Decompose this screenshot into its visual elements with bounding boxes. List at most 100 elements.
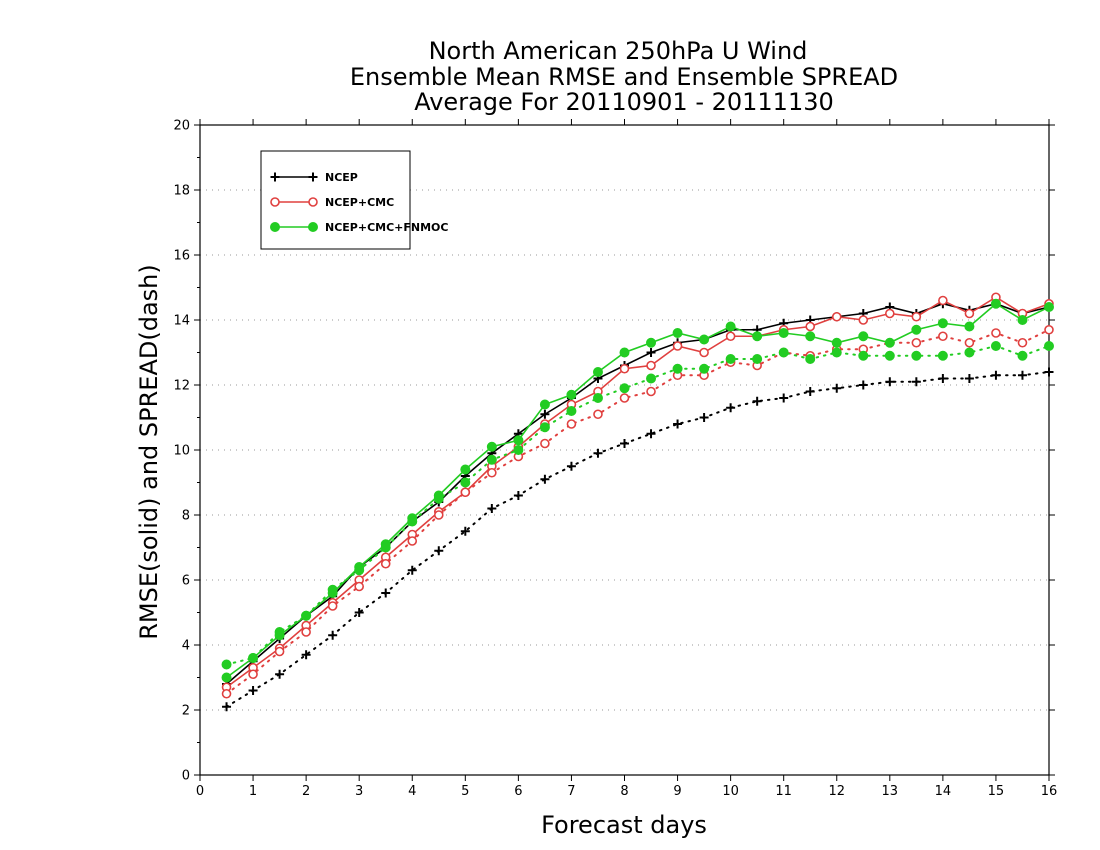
spread-point <box>248 669 258 680</box>
spread-point <box>911 337 922 348</box>
spread-point <box>646 373 657 384</box>
spread-point <box>539 422 550 433</box>
spread-point <box>858 350 869 361</box>
spread-point <box>726 403 736 413</box>
y-tick-label-16: 16 <box>173 249 190 264</box>
rmse-point <box>699 347 709 358</box>
rmse-point <box>990 298 1001 309</box>
spread-point <box>301 650 311 660</box>
spread-point <box>1044 341 1054 351</box>
spread-point <box>328 630 338 640</box>
spread-point <box>274 646 285 657</box>
x-axis-label: Forecast days <box>541 811 707 839</box>
rmse-point <box>646 337 657 348</box>
x-tick-label-0: 0 <box>196 784 204 799</box>
spread-point <box>593 409 603 420</box>
spread-point <box>513 445 524 455</box>
x-tick-label-8: 8 <box>620 784 628 799</box>
y-tick-label-0: 0 <box>182 769 190 784</box>
spread-point <box>937 350 948 361</box>
spread-point <box>407 516 418 527</box>
spread-point <box>752 354 763 364</box>
spread-point <box>354 581 364 592</box>
legend-item-ncep-cmc-fnmoc: NCEP+CMC+FNMOC <box>270 221 448 234</box>
spread-point <box>832 383 842 393</box>
y-tick-label-20: 20 <box>173 119 190 134</box>
spread-point <box>673 419 683 429</box>
y-tick-label-18: 18 <box>173 184 190 199</box>
spread-point <box>566 406 577 416</box>
legend-marker <box>308 172 318 182</box>
rmse-line-ncep <box>226 302 1050 685</box>
spread-point <box>964 347 975 358</box>
spread-point <box>407 565 417 575</box>
spread-point <box>487 504 497 513</box>
spread-point <box>672 363 683 374</box>
spread-point <box>1017 370 1027 380</box>
rmse-point <box>1044 302 1054 312</box>
spread-point <box>911 377 921 387</box>
rmse-point <box>513 435 524 446</box>
spread-point <box>1017 350 1028 361</box>
rmse-point <box>592 367 603 377</box>
y-axis-label: RMSE(solid) and SPREAD(dash) <box>135 264 163 640</box>
spread-point <box>433 493 444 504</box>
spread-point <box>486 454 497 465</box>
spread-point <box>354 608 364 617</box>
legend-marker <box>308 222 318 232</box>
chart-title-line-2: Ensemble Mean RMSE and Ensemble SPREAD <box>350 63 898 91</box>
rmse-point <box>964 321 975 332</box>
spread-point <box>858 380 868 390</box>
legend-marker <box>270 222 280 232</box>
spread-point <box>831 347 842 358</box>
legend-marker <box>308 197 318 207</box>
spread-point <box>460 526 470 536</box>
rmse-point <box>858 315 869 325</box>
rmse-point <box>725 331 736 342</box>
spread-point <box>380 558 391 569</box>
rmse-point <box>619 363 630 374</box>
spread-point <box>938 331 948 342</box>
series-ncep <box>222 299 1054 712</box>
spread-point <box>540 438 550 449</box>
legend-item-ncep-cmc: NCEP+CMC <box>270 196 394 209</box>
spread-point <box>991 328 1001 338</box>
series-ncep-cmc <box>221 292 1054 699</box>
spread-point <box>301 610 312 621</box>
legend-box <box>260 150 411 250</box>
spread-point <box>327 601 338 611</box>
rmse-point <box>778 328 789 338</box>
rmse-point <box>752 331 763 342</box>
spread-point <box>221 688 232 699</box>
legend-item-ncep: NCEP <box>270 171 358 184</box>
rmse-point <box>646 360 656 371</box>
spread-point <box>381 588 391 598</box>
x-tick-label-2: 2 <box>302 784 310 799</box>
spread-point <box>248 686 258 695</box>
legend-label: NCEP+CMC <box>325 196 394 209</box>
rmse-point <box>221 672 232 683</box>
spread-point <box>434 546 444 556</box>
spread-point <box>990 341 1001 351</box>
spread-point <box>566 419 577 429</box>
y-tick-label-10: 10 <box>173 444 190 459</box>
rmse-point <box>725 321 736 332</box>
x-tick-label-15: 15 <box>988 784 1005 799</box>
rmse-point <box>539 399 550 410</box>
x-tick-label-4: 4 <box>408 784 416 799</box>
legend-label: NCEP <box>325 171 358 184</box>
spread-point <box>885 377 895 387</box>
rmse-point <box>805 321 816 332</box>
spread-point <box>779 393 789 403</box>
rmse-point <box>486 441 497 452</box>
spread-point <box>460 477 471 488</box>
spread-point <box>487 467 497 478</box>
rmse-point <box>885 308 895 319</box>
x-tick-label-5: 5 <box>461 784 469 799</box>
x-tick-label-1: 1 <box>249 784 257 799</box>
x-tick-label-3: 3 <box>355 784 363 799</box>
spread-point <box>513 491 523 500</box>
spread-line-ncep-cmc-fnmoc <box>225 344 1050 666</box>
spread-point <box>884 350 895 361</box>
